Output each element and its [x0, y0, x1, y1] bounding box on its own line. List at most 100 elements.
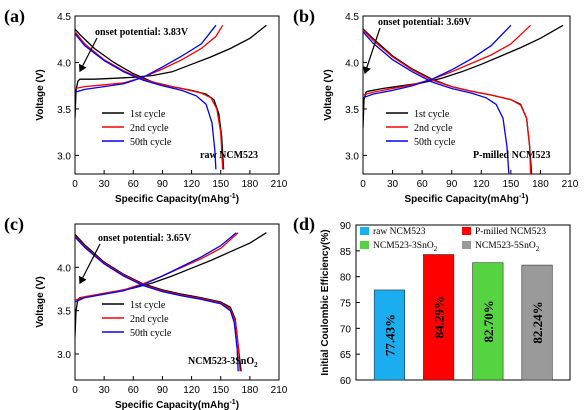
- plot-frame: [74, 15, 280, 175]
- y-tick-label: 3.5: [345, 105, 359, 116]
- x-tick-label: 30: [387, 179, 399, 190]
- panel-a: (a) 0 30 60 90 120 150 180 210 3.0 3.5 4.0 4.5 Specif…: [4, 6, 288, 205]
- series-1-discharge-line: [75, 233, 242, 372]
- x-tick-label: 120: [183, 385, 200, 396]
- series-1-discharge-line: [75, 28, 225, 170]
- y-tick-label: 3.5: [57, 307, 71, 318]
- x-tick-label: 180: [532, 179, 549, 190]
- y-axis-label: Voltage (V): [35, 276, 46, 327]
- bar-value-label: 82.24%: [530, 301, 545, 343]
- y-tick-label: 3.0: [345, 151, 359, 162]
- series-1-charge-line: [75, 232, 267, 337]
- x-tick-label: 180: [242, 179, 259, 190]
- sample-label: raw NCM523: [200, 150, 258, 161]
- legend-label: P-milled NCM523: [475, 227, 546, 237]
- y-tick-label: 4.5: [57, 12, 71, 23]
- annotation-arrow: [79, 37, 98, 73]
- series-1-charge-line: [75, 24, 267, 119]
- legend-swatch: [360, 241, 369, 249]
- y-tick-label: 80: [340, 273, 352, 284]
- legend-swatch: [462, 227, 471, 235]
- x-tick-label: 60: [128, 179, 140, 190]
- panel-d: (d) 60 65 70 75 80 85 90 Initial Coulombic Effic…: [293, 214, 571, 387]
- x-tick-label: 210: [562, 179, 579, 190]
- legend-label: NCM523-3SnO2: [373, 241, 438, 253]
- legend-label: 50th cycle: [130, 137, 172, 148]
- y-tick-label: 3.0: [57, 350, 71, 361]
- x-axis-label: Specific Capacity(mAhg-1): [115, 399, 239, 410]
- x-tick-label: 0: [72, 385, 78, 396]
- y-tick-label: 65: [340, 350, 352, 361]
- sample-label: P-milled NCM523: [473, 150, 551, 161]
- y-axis-label: Initial Coulombic Efficiency(%): [320, 229, 331, 375]
- y-tick-label: 85: [340, 247, 352, 258]
- x-tick-label: 120: [183, 179, 200, 190]
- legend-label: 50th cycle: [130, 328, 172, 339]
- bar: [423, 254, 455, 381]
- onset-annotation: onset potential: 3.83V: [95, 27, 189, 38]
- x-tick-label: 90: [157, 385, 169, 396]
- x-tick-label: 30: [99, 385, 111, 396]
- annotation-arrow: [79, 243, 101, 285]
- x-tick-label: 180: [242, 385, 259, 396]
- x-tick-label: 210: [271, 179, 288, 190]
- x-tick-label: 120: [473, 179, 490, 190]
- series-3-charge-line: [75, 24, 217, 93]
- bar: [373, 289, 406, 381]
- legend-label: NCM523-5SnO2: [475, 241, 540, 253]
- y-tick-label: 4.0: [345, 58, 359, 69]
- y-axis-label: Voltage (V): [35, 69, 46, 120]
- onset-annotation: onset potential: 3.69V: [378, 17, 472, 28]
- legend-swatch: [360, 227, 369, 235]
- bar-value-label: 84.29%: [432, 296, 447, 338]
- y-tick-label: 70: [340, 324, 352, 335]
- panel-c: (c) 0 30 60 90 120 150 180 210 3.0 3.5 4.0 Specific …: [4, 214, 288, 410]
- series-2-charge-line: [75, 24, 224, 90]
- series-3-discharge-line: [75, 236, 239, 372]
- x-tick-label: 150: [212, 179, 229, 190]
- panel-tag: (a): [4, 6, 25, 27]
- bar-value-label: 77.43%: [382, 314, 397, 356]
- x-tick-label: 90: [446, 179, 458, 190]
- x-tick-label: 90: [157, 179, 169, 190]
- legend-label: 2nd cycle: [130, 123, 169, 134]
- annotation-arrow: [362, 27, 381, 75]
- legend-label: 1st cycle: [130, 300, 166, 311]
- y-tick-label: 3.5: [57, 105, 71, 116]
- y-tick-label: 75: [340, 299, 352, 310]
- panel-tag: (c): [4, 214, 24, 235]
- series-3-discharge-line: [363, 31, 510, 174]
- series-2-discharge-line: [75, 235, 241, 372]
- series-2-discharge-line: [75, 31, 224, 170]
- x-tick-label: 30: [99, 179, 111, 190]
- x-axis-label: Specific Capacity(mAhg-1): [115, 193, 239, 205]
- panel-tag: (b): [293, 6, 315, 27]
- legend-label: 1st cycle: [414, 109, 450, 120]
- panel-b: (b) 0 30 60 90 120 150 180 210 3.0 3.5 4.0 4.5 Specif…: [293, 6, 579, 205]
- x-tick-label: 60: [417, 179, 429, 190]
- legend-label: raw NCM523: [373, 227, 426, 237]
- y-tick-label: 4.0: [57, 263, 71, 274]
- series-3-discharge-line: [75, 33, 217, 170]
- panels: (a) 0 30 60 90 120 150 180 210 3.0 3.5 4.0 4.5 Specif…: [4, 6, 579, 410]
- bar-value-label: 82.70%: [481, 300, 496, 342]
- bar: [472, 262, 504, 381]
- series-3-charge-line: [75, 232, 237, 303]
- legend-swatch: [462, 241, 471, 249]
- series-3-charge-line: [363, 24, 512, 99]
- legend-label: 1st cycle: [130, 109, 166, 120]
- legend-label: 2nd cycle: [414, 123, 453, 134]
- x-tick-label: 210: [271, 385, 288, 396]
- y-tick-label: 4.5: [345, 12, 359, 23]
- x-tick-label: 60: [128, 385, 140, 396]
- y-tick-label: 3.0: [57, 151, 71, 162]
- y-tick-label: 4.0: [57, 58, 71, 69]
- legend-label: 2nd cycle: [130, 314, 169, 325]
- x-tick-label: 0: [360, 179, 366, 190]
- x-axis-label: Specific Capacity(mAhg-1): [404, 193, 528, 205]
- series-1-charge-line: [363, 24, 564, 128]
- x-tick-label: 0: [72, 179, 78, 190]
- y-axis-label: Voltage (V): [323, 69, 334, 120]
- legend-label: 50th cycle: [414, 137, 456, 148]
